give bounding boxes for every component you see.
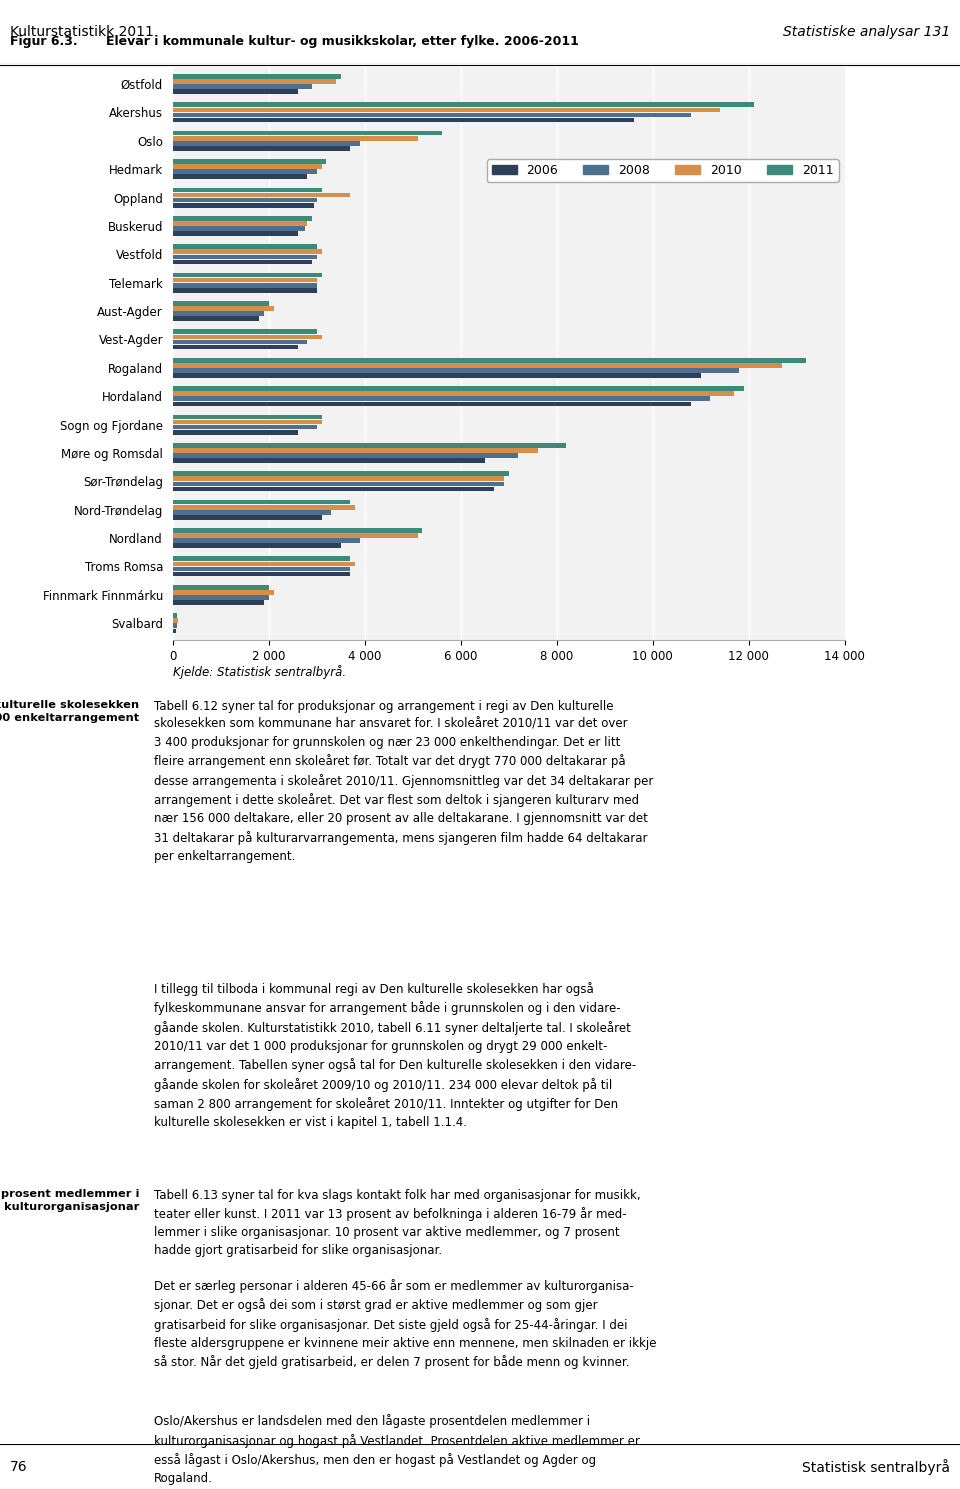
Bar [173,396,710,401]
Bar [173,198,317,203]
Bar [173,335,322,339]
Bar [173,505,355,509]
Bar [173,374,701,378]
Bar [173,79,336,83]
Bar [173,192,350,198]
Bar [173,363,782,368]
Bar [173,515,322,520]
Bar [173,216,312,220]
Text: Statistiske analysar 131: Statistiske analysar 131 [783,25,950,39]
Bar [173,244,317,249]
Bar [173,272,322,277]
Bar [173,301,269,305]
Text: Elevar i kommunale kultur- og musikkskolar, etter fylke. 2006-2011: Elevar i kommunale kultur- og musikkskol… [106,36,579,48]
Bar [173,585,269,590]
Bar [173,103,754,107]
Text: Kulturstatistikk 2011: Kulturstatistikk 2011 [10,25,154,39]
Text: Tabell 6.12 syner tal for produksjonar og arrangement i regi av Den kulturelle
s: Tabell 6.12 syner tal for produksjonar o… [154,700,653,862]
Text: 13 prosent medlemmer i
kulturorganisasjonar: 13 prosent medlemmer i kulturorganisasjo… [0,1188,139,1212]
Text: I tillegg til tilboda i kommunal regi av Den kulturelle skolesekken har også
fyl: I tillegg til tilboda i kommunal regi av… [154,981,636,1129]
Bar [173,164,322,168]
Bar [173,316,259,322]
Bar [173,329,317,334]
Bar [173,539,360,543]
Bar [173,476,504,481]
Bar [173,448,538,453]
Bar [173,174,307,179]
Bar [173,146,350,150]
Bar [173,259,312,265]
Bar [173,345,298,350]
Bar [173,392,734,396]
Bar [173,529,422,533]
Bar [173,118,634,122]
Bar [173,357,806,362]
Bar [173,107,720,112]
Bar [173,572,350,576]
Bar [173,249,322,255]
Bar [173,459,485,463]
Bar [173,430,298,435]
Bar [173,386,744,392]
Bar [173,170,317,174]
Text: Statistisk sentralbyrå: Statistisk sentralbyrå [803,1459,950,1474]
Bar [173,85,312,89]
Bar [173,481,504,487]
Bar [173,618,178,622]
Bar [173,533,418,538]
Legend: 2006, 2008, 2010, 2011: 2006, 2008, 2010, 2011 [487,159,838,182]
Bar [173,402,691,406]
Bar [173,278,317,283]
Bar [173,368,739,372]
Bar [173,414,322,420]
Bar [173,226,304,231]
Text: Tabell 6.13 syner tal for kva slags kontakt folk har med organisasjonar for musi: Tabell 6.13 syner tal for kva slags kont… [154,1188,640,1257]
Bar [173,141,360,146]
Bar [173,442,566,448]
Bar [173,590,274,594]
Bar [173,596,269,600]
Bar [173,487,494,491]
Text: Kjelde: Statistisk sentralbyrå.: Kjelde: Statistisk sentralbyrå. [173,664,346,679]
Bar [173,135,418,140]
Bar [173,113,691,118]
Text: Oslo/Akershus er landsdelen med den lågaste prosentdelen medlemmer i
kulturorgan: Oslo/Akershus er landsdelen med den låga… [154,1415,639,1485]
Bar [173,561,355,566]
Text: 76: 76 [10,1459,27,1474]
Bar [173,220,307,226]
Bar [173,472,509,476]
Bar [173,307,274,311]
Bar [173,131,442,135]
Bar [173,567,350,572]
Bar [173,89,298,94]
Bar [173,600,264,605]
Text: Det er særleg personar i alderen 45-66 år som er medlemmer av kulturorganisa-
sj: Det er særleg personar i alderen 45-66 å… [154,1279,656,1370]
Text: Den kulturelle skolesekken
– 23 000 enkeltarrangement: Den kulturelle skolesekken – 23 000 enke… [0,700,139,724]
Bar [173,188,322,192]
Bar [173,543,341,548]
Bar [173,420,322,424]
Bar [173,311,264,316]
Bar [173,283,317,287]
Bar [173,453,518,459]
Bar [173,203,314,207]
Bar [173,500,350,505]
Bar [173,74,341,79]
Bar [173,339,307,344]
Bar [173,159,326,164]
Bar [173,231,298,235]
Bar [173,424,317,429]
Bar [173,509,331,515]
Bar [173,628,176,633]
Bar [173,613,177,618]
Bar [173,624,177,628]
Bar [173,557,350,561]
Text: Figur 6.3.: Figur 6.3. [10,36,77,48]
Bar [173,255,317,259]
Bar [173,287,317,293]
